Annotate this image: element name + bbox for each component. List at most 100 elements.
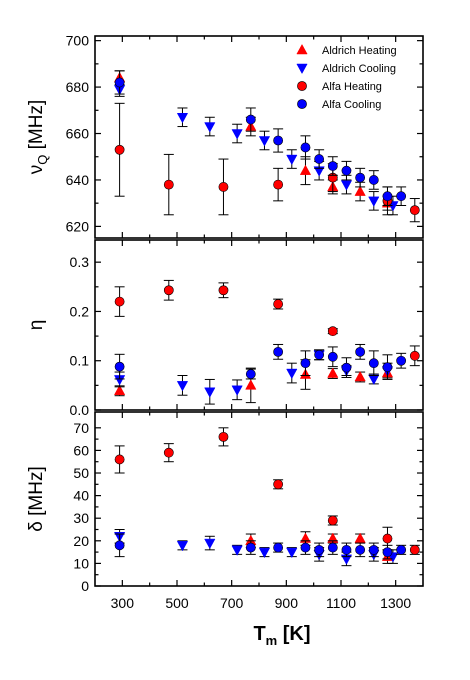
data-point	[218, 431, 229, 442]
data-point	[354, 185, 366, 196]
data-point	[341, 165, 352, 176]
data-point	[409, 544, 420, 555]
data-point	[286, 154, 298, 166]
y-axis-label-main-nuQ: ν	[26, 165, 47, 175]
x-tick-label: 900	[275, 595, 299, 611]
data-point	[176, 381, 189, 392]
data-point	[354, 370, 366, 382]
data-point	[299, 164, 312, 175]
y-axis-label-delta: δ [MHz]	[26, 466, 47, 531]
y-tick-label-nuQ: 620	[66, 218, 90, 234]
data-point	[409, 350, 420, 361]
panel-eta: 0.0 0.1 0.2 0.3 η	[26, 239, 424, 418]
data-point	[114, 454, 125, 465]
data-point	[396, 355, 407, 366]
y-axis-label-subscript-nuQ: Q	[35, 155, 50, 165]
data-point	[382, 191, 393, 202]
data-point	[258, 136, 271, 147]
legend-label: Alfa Heating	[322, 81, 382, 93]
data-point	[245, 369, 256, 379]
data-point	[163, 179, 174, 190]
data-point	[314, 154, 325, 164]
series-delta-aldrich-cooling	[113, 529, 399, 567]
data-point	[382, 533, 393, 544]
data-point	[300, 358, 311, 369]
x-axis-label: Tm [K]	[253, 623, 310, 648]
data-point	[258, 547, 271, 559]
data-point	[314, 349, 325, 360]
y-tick-label-delta: 20	[73, 533, 89, 549]
data-point	[245, 379, 257, 390]
data-point	[114, 296, 125, 307]
data-point	[273, 542, 284, 553]
data-point	[286, 368, 298, 380]
y-tick-label-delta: 50	[73, 465, 89, 481]
data-point	[409, 205, 420, 216]
data-point	[341, 544, 352, 555]
x-axis-label-unit: [K]	[277, 623, 310, 645]
y-axis-label-eta: η	[26, 320, 47, 331]
data-point	[354, 532, 366, 543]
y-tick-label-eta: 0.0	[70, 402, 90, 418]
y-axis-label-main-eta: η	[26, 320, 47, 331]
data-point	[273, 135, 284, 146]
y-tick-label-delta: 60	[73, 442, 89, 458]
data-point	[368, 196, 380, 207]
data-point	[355, 172, 366, 183]
x-tick-label: 300	[111, 595, 135, 611]
panel-delta: 0 10 20 30 40 50 60 70 δ [MHz] 300 500 700 900 1100 13…	[26, 411, 424, 611]
data-point	[163, 285, 174, 296]
legend: Aldrich Heating Aldrich Cooling Alfa Heati…	[296, 43, 397, 111]
x-tick-label: 1100	[326, 595, 356, 611]
legend-label: Aldrich Cooling	[322, 63, 396, 75]
data-point	[114, 540, 125, 551]
data-point	[113, 384, 126, 396]
series-eta-alfa-cooling	[114, 343, 407, 380]
legend-marker	[297, 99, 307, 109]
data-point	[176, 541, 189, 552]
data-point	[382, 362, 393, 373]
data-point	[396, 191, 407, 202]
data-point	[327, 351, 338, 362]
y-axis-label-main-delta: δ	[26, 521, 47, 532]
data-point	[355, 544, 366, 555]
data-point	[245, 542, 256, 553]
y-tick-label-delta: 10	[73, 555, 89, 571]
x-axis-label-subscript: m	[266, 633, 278, 648]
data-point	[340, 180, 353, 191]
y-tick-label-eta: 0.2	[70, 303, 90, 319]
data-point	[204, 122, 216, 133]
y-tick-label-nuQ: 680	[66, 79, 90, 95]
data-point	[114, 361, 125, 372]
data-point	[368, 358, 379, 369]
series-eta-alfa-heating	[114, 279, 420, 367]
x-tick-label: 1300	[380, 595, 411, 611]
data-point	[204, 538, 216, 550]
y-tick-label-delta: 70	[73, 420, 89, 436]
data-point	[327, 542, 338, 553]
legend-marker	[296, 63, 308, 75]
data-point	[245, 114, 256, 125]
data-point	[368, 544, 379, 555]
data-point	[327, 367, 339, 378]
data-point	[314, 544, 325, 555]
x-axis-label-main: T	[253, 623, 265, 645]
data-point	[341, 362, 352, 373]
data-point	[218, 182, 229, 192]
data-point	[176, 113, 189, 124]
data-point	[273, 479, 284, 490]
data-point	[382, 547, 393, 558]
data-point	[273, 346, 284, 357]
data-point	[286, 547, 298, 559]
data-point	[368, 374, 380, 385]
data-point	[114, 77, 125, 88]
y-tick-label-delta: 30	[73, 510, 89, 526]
series-delta-alfa-heating	[114, 427, 420, 555]
x-tick-label: 500	[165, 595, 189, 611]
legend-label: Aldrich Heating	[322, 45, 397, 57]
data-point	[114, 144, 125, 155]
data-point	[300, 542, 311, 553]
data-point	[163, 447, 174, 458]
series-nuQ-alfa-heating	[114, 102, 420, 223]
y-tick-label-nuQ: 700	[66, 33, 90, 49]
